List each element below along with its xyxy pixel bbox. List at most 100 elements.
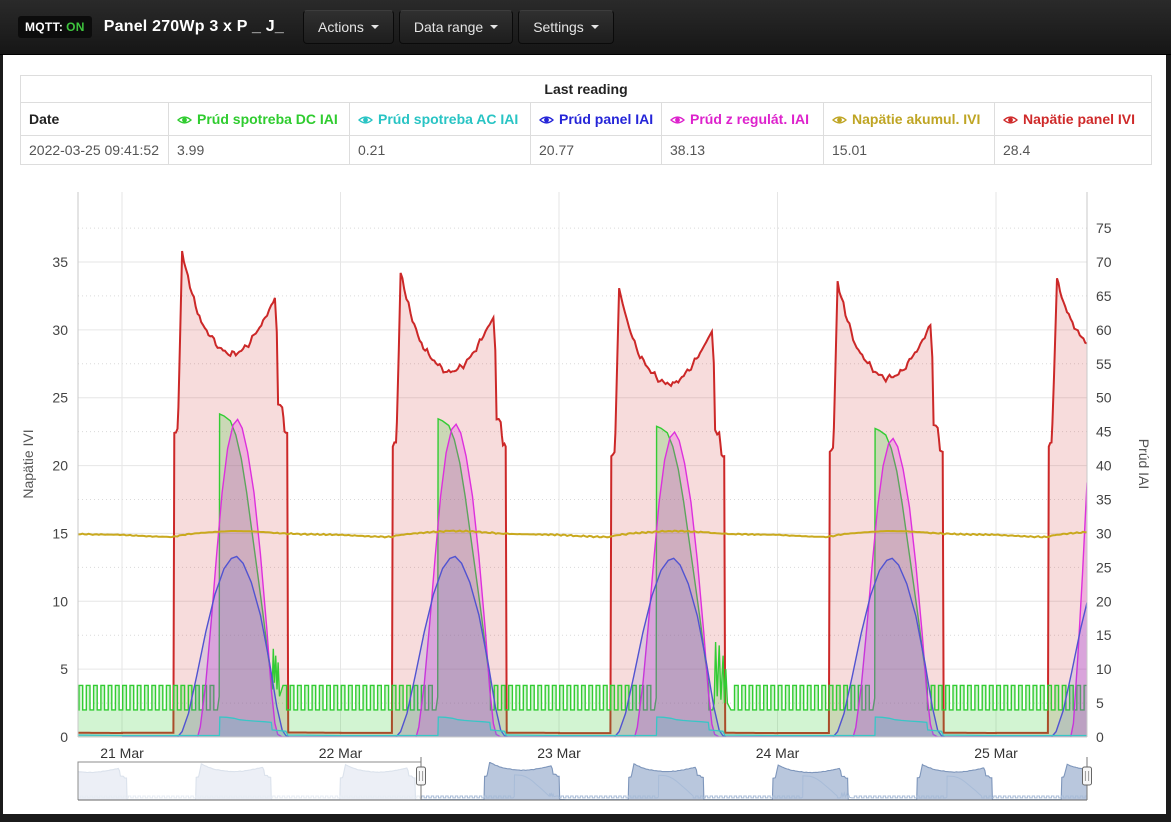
reading-dc-current: 3.99	[169, 136, 350, 165]
axis-tick-label: 35	[52, 254, 68, 270]
navigator-handle-left[interactable]	[417, 757, 426, 800]
column-label: Napätie akumul. IVI	[852, 111, 980, 127]
navigator-series-line-2	[78, 775, 1087, 798]
last-reading-table: Last reading Date Prúd spotreba DC IAI P…	[20, 75, 1152, 165]
axis-tick-label: 65	[1096, 288, 1112, 304]
axis-tick-label: 30	[52, 322, 68, 338]
axis-tick-label: 0	[60, 729, 68, 745]
reading-ac-current: 0.21	[350, 136, 531, 165]
window-border-right	[1166, 55, 1171, 822]
axis-tick-label: 25	[52, 390, 68, 406]
plot-area[interactable]	[0, 251, 1171, 737]
axis-tick-label: 15	[1096, 627, 1112, 643]
series-line	[122, 419, 1087, 737]
axis-tick-label: 0	[1096, 729, 1104, 745]
data-range-menu-label: Data range	[414, 19, 483, 35]
axis-tick-label: 40	[1096, 458, 1112, 474]
chevron-down-icon	[490, 25, 498, 29]
series-area-left	[0, 251, 1087, 737]
navigator-series-area	[17, 762, 1087, 800]
axis-tick-label: 5	[1096, 695, 1104, 711]
reading-regulator-current: 38.13	[662, 136, 824, 165]
eye-icon	[670, 114, 685, 126]
series-line	[0, 717, 1096, 736]
series-line	[122, 557, 1087, 738]
eye-icon	[832, 114, 847, 126]
axis-tick-label: 20	[1096, 593, 1112, 609]
series-toggle-regulator[interactable]: Prúd z regulát. IAI	[662, 103, 824, 136]
axis-tick-label: 30	[1096, 525, 1112, 541]
navbar: MQTT:ON Panel 270Wp 3 x P _ J_ Actions D…	[0, 0, 1171, 55]
right-axis-title: Prúd IAI	[1136, 439, 1152, 490]
axis-tick-label: 70	[1096, 254, 1112, 270]
series-area-right	[122, 419, 1087, 737]
navigator-series-line	[17, 762, 1087, 800]
axis-tick-label: 20	[52, 458, 68, 474]
eye-icon	[539, 114, 554, 126]
eye-icon	[1003, 114, 1018, 126]
gridlines	[78, 192, 1087, 737]
axis-tick-label: 5	[60, 661, 68, 677]
settings-menu-button[interactable]: Settings	[518, 10, 614, 44]
eye-icon	[177, 114, 192, 126]
column-label: Prúd panel IAI	[559, 111, 653, 127]
page-title: Panel 270Wp 3 x P _ J_	[104, 18, 284, 36]
actions-menu-label: Actions	[318, 19, 364, 35]
window-border-bottom	[0, 814, 1171, 822]
series-area-right	[0, 414, 1087, 737]
eye-icon	[358, 114, 373, 126]
mqtt-on-indicator: ON	[66, 20, 85, 34]
x-axis-label: 21 Mar	[100, 745, 144, 761]
series-toggle-dc[interactable]: Prúd spotreba DC IAI	[169, 103, 350, 136]
series-line	[0, 530, 1171, 537]
reading-panel-voltage: 28.4	[995, 136, 1152, 165]
series-area-right	[122, 557, 1087, 738]
navigator[interactable]	[17, 757, 1091, 800]
axis-tick-label: 15	[52, 525, 68, 541]
chevron-down-icon	[371, 25, 379, 29]
reading-date: 2022-03-25 09:41:52	[21, 136, 169, 165]
x-axis-label: 23 Mar	[537, 745, 581, 761]
navigator-mask-outside	[78, 762, 421, 800]
axis-tick-label: 35	[1096, 492, 1112, 508]
axes	[78, 192, 1087, 737]
axis-tick-label: 45	[1096, 424, 1112, 440]
series-toggle-panel-voltage[interactable]: Napätie panel IVI	[995, 103, 1152, 136]
x-axis-label: 24 Mar	[756, 745, 800, 761]
actions-menu-button[interactable]: Actions	[303, 10, 394, 44]
navigator-outline	[78, 762, 421, 800]
axis-tick-label: 60	[1096, 322, 1112, 338]
series-toggle-panel-current[interactable]: Prúd panel IAI	[531, 103, 662, 136]
date-column-header: Date	[21, 103, 169, 136]
x-axis-label: 25 Mar	[974, 745, 1018, 761]
dashboard-page: MQTT:ON Panel 270Wp 3 x P _ J_ Actions D…	[0, 0, 1171, 822]
reading-panel-current: 20.77	[531, 136, 662, 165]
chevron-down-icon	[591, 25, 599, 29]
mqtt-status-badge: MQTT:ON	[18, 16, 92, 38]
column-label: Napätie panel IVI	[1023, 111, 1135, 127]
axis-tick-label: 25	[1096, 559, 1112, 575]
column-label: Prúd spotreba AC IAI	[378, 111, 518, 127]
axis-tick-label: 10	[1096, 661, 1112, 677]
series-line	[0, 414, 1087, 710]
series-area-right	[0, 717, 1096, 737]
settings-menu-label: Settings	[533, 19, 584, 35]
series-line	[0, 251, 1087, 733]
axis-tick-label: 10	[52, 593, 68, 609]
table-header-row: Date Prúd spotreba DC IAI Prúd spotreba …	[21, 103, 1152, 136]
column-label: Prúd spotreba DC IAI	[197, 111, 338, 127]
x-axis-label: 22 Mar	[319, 745, 363, 761]
series-toggle-ac[interactable]: Prúd spotreba AC IAI	[350, 103, 531, 136]
table-value-row: 2022-03-25 09:41:52 3.99 0.21 20.77 38.1…	[21, 136, 1152, 165]
last-reading-title: Last reading	[21, 76, 1152, 103]
series-toggle-battery-voltage[interactable]: Napätie akumul. IVI	[824, 103, 995, 136]
column-label: Prúd z regulát. IAI	[690, 111, 809, 127]
navigator-handle-right[interactable]	[1083, 757, 1092, 800]
data-range-menu-button[interactable]: Data range	[399, 10, 513, 44]
axis-tick-label: 75	[1096, 220, 1112, 236]
reading-battery-voltage: 15.01	[824, 136, 995, 165]
axis-tick-label: 55	[1096, 356, 1112, 372]
window-border-left	[0, 55, 3, 822]
left-axis-title: Napätie IVI	[20, 429, 36, 498]
mqtt-label: MQTT:	[25, 20, 63, 34]
